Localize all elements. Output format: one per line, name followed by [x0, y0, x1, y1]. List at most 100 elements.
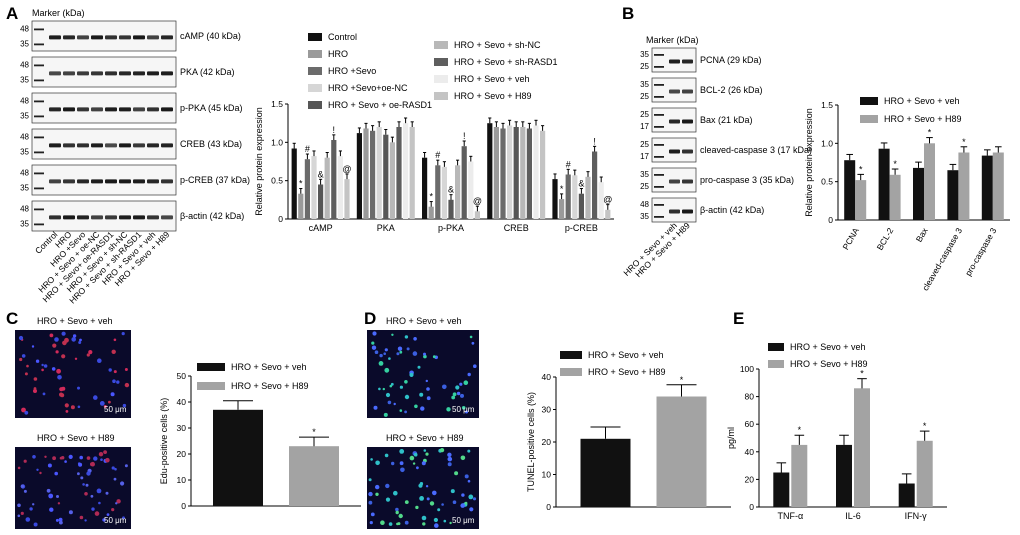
cell-nucleus — [56, 368, 61, 374]
cell-nucleus — [100, 458, 103, 462]
bar — [213, 409, 263, 506]
bar — [592, 151, 598, 219]
cell-nucleus — [103, 450, 107, 454]
marker-size: 17 — [640, 122, 649, 131]
cell-nucleus — [111, 466, 115, 470]
protein-band — [133, 179, 145, 184]
protein-band — [147, 71, 159, 76]
marker-size: 35 — [640, 212, 649, 221]
marker-band — [34, 100, 44, 103]
panel-letter-b: B — [622, 4, 634, 23]
x-tick-label: PKA — [377, 223, 395, 233]
protein-band — [147, 143, 159, 148]
c-image2-title: HRO + Sevo + H89 — [37, 433, 115, 443]
cell-nucleus — [41, 368, 44, 372]
marker-size: 48 — [20, 61, 29, 70]
cell-nucleus — [400, 467, 405, 473]
bar — [773, 472, 790, 507]
y-tick-label: 50 — [177, 371, 187, 381]
cell-nucleus — [384, 453, 389, 458]
bar — [513, 127, 519, 219]
cell-nucleus — [425, 485, 429, 488]
cell-nucleus — [98, 452, 104, 457]
cell-nucleus — [469, 507, 474, 512]
lane-label: HRO + Sevo + veh — [621, 220, 679, 278]
significance-mark: * — [893, 159, 897, 169]
marker-size: 25 — [640, 182, 649, 191]
cell-nucleus — [450, 489, 455, 494]
significance-mark: ! — [333, 125, 336, 135]
cell-nucleus — [106, 513, 110, 516]
significance-mark: * — [798, 425, 802, 435]
bar — [389, 142, 395, 219]
cell-nucleus — [465, 410, 468, 414]
y-tick-label: 10 — [177, 475, 187, 485]
cell-nucleus — [23, 459, 27, 463]
bar — [383, 134, 389, 219]
cell-nucleus — [388, 522, 393, 526]
cell-nucleus — [404, 410, 407, 414]
protein-band — [161, 35, 173, 40]
cell-nucleus — [421, 515, 427, 521]
bar — [559, 199, 565, 219]
cell-nucleus — [390, 382, 394, 386]
bar — [958, 152, 970, 220]
cell-nucleus — [43, 364, 48, 368]
legend-swatch — [308, 50, 322, 58]
marker-size: 48 — [20, 133, 29, 142]
protein-band — [105, 35, 117, 40]
cell-nucleus — [368, 500, 373, 505]
cell-nucleus — [368, 478, 372, 482]
cell-nucleus — [461, 493, 465, 497]
bar — [552, 179, 558, 219]
cell-nucleus — [396, 352, 400, 356]
protein-band — [682, 149, 693, 154]
x-tick-label: p-CREB — [565, 223, 598, 233]
cell-nucleus — [88, 350, 93, 355]
cell-nucleus — [24, 372, 28, 376]
cell-nucleus — [31, 345, 35, 348]
protein-band — [119, 35, 131, 40]
x-tick-label: TNF-α — [777, 511, 803, 521]
charts: 0 0.5 1.0 1.5 Relative protein expression cAM… — [159, 32, 1010, 521]
cell-nucleus — [409, 372, 414, 377]
bar — [520, 127, 526, 219]
significance-mark: @ — [342, 164, 351, 174]
cell-nucleus — [440, 448, 445, 453]
cell-nucleus — [20, 484, 25, 488]
cell-nucleus — [370, 512, 375, 517]
bar — [898, 483, 915, 507]
cell-nucleus — [393, 490, 398, 496]
cell-nucleus — [423, 449, 427, 452]
significance-mark: * — [299, 179, 303, 189]
protein-band — [105, 107, 117, 112]
cell-nucleus — [429, 501, 435, 506]
cell-nucleus — [395, 507, 399, 512]
protein-band — [669, 89, 680, 94]
bar — [855, 180, 867, 220]
marker-band — [34, 28, 44, 31]
marker-band — [34, 64, 44, 67]
bar — [585, 176, 591, 219]
protein-band — [161, 107, 173, 112]
cell-nucleus — [93, 456, 98, 461]
cell-nucleus — [387, 400, 392, 405]
marker-size: 35 — [20, 40, 29, 49]
cell-nucleus — [70, 405, 75, 410]
blot-label: p-CREB (37 kDa) — [180, 175, 250, 185]
c-image1-cells — [18, 331, 130, 415]
bar — [526, 128, 532, 219]
cell-nucleus — [391, 461, 395, 466]
protein-band — [682, 59, 693, 64]
cell-nucleus — [467, 449, 471, 453]
y-tick-label: 0 — [546, 502, 551, 512]
cell-nucleus — [404, 380, 408, 384]
bar — [656, 396, 707, 507]
cell-nucleus — [370, 458, 373, 461]
cell-nucleus — [380, 520, 385, 525]
significance-mark: # — [305, 144, 310, 154]
protein-band — [669, 179, 680, 184]
protein-band — [133, 215, 145, 220]
cell-nucleus — [79, 515, 84, 520]
